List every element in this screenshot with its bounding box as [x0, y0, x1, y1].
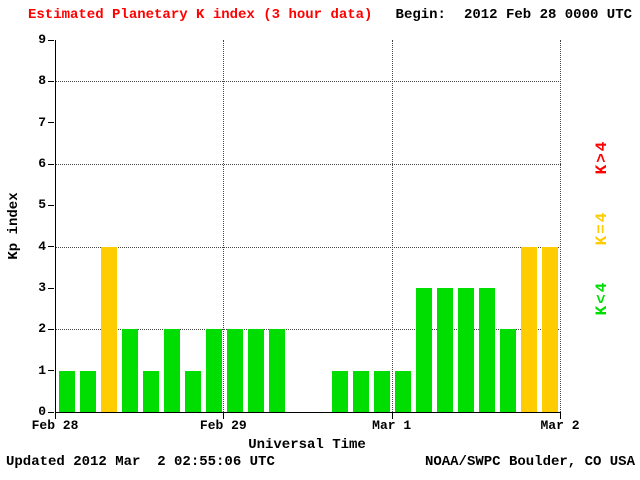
gridline-y-4 [56, 246, 561, 248]
source-credit: NOAA/SWPC Boulder, CO USA [424, 454, 635, 470]
kp-bar [395, 370, 412, 412]
y-tick-mark [48, 370, 54, 372]
x-tick-label: Mar 1 [372, 418, 412, 433]
x-tick-mark [391, 413, 393, 419]
y-tick-label: 8 [38, 73, 46, 89]
kp-bar [226, 329, 243, 412]
y-tick-label: 3 [38, 280, 46, 295]
y-tick-mark [48, 411, 54, 413]
kp-bar [268, 329, 285, 412]
kp-bar [184, 370, 201, 412]
kp-bar [500, 329, 517, 412]
plot-area [55, 40, 561, 413]
kp-bar [374, 370, 391, 412]
gridline-y-6 [56, 164, 561, 165]
updated-timestamp: Updated 2012 Mar 2 02:55:06 UTC [6, 454, 275, 470]
x-tick-label: Mar 2 [540, 418, 580, 433]
kp-bar [163, 329, 180, 412]
kp-bar [542, 246, 559, 412]
kp-bar [205, 329, 222, 412]
x-tick-label: Feb 28 [31, 418, 79, 433]
y-tick-label: 1 [38, 362, 46, 378]
y-tick-mark [48, 287, 54, 289]
kp-bar [247, 329, 264, 412]
y-tick-mark [48, 122, 54, 124]
legend-k-equal-4: K=4 [593, 210, 611, 246]
kp-bar [121, 329, 138, 412]
kp-bar [353, 370, 370, 412]
y-tick-mark [48, 246, 54, 248]
kp-bar [437, 288, 454, 412]
legend-k-below-4: K<4 [593, 280, 611, 316]
gridline-day-boundary-1 [223, 40, 225, 412]
kp-bar [416, 288, 433, 412]
y-tick-label: 5 [38, 197, 46, 213]
kp-bar [479, 288, 496, 412]
kp-bar [521, 246, 538, 412]
y-tick-label: 4 [38, 238, 46, 254]
kp-bar [142, 370, 159, 412]
begin-timestamp: Begin: 2012 Feb 28 0000 UTC [396, 7, 632, 23]
gridline-day-boundary-2 [391, 40, 393, 412]
legend-k-above-4: K>4 [593, 139, 611, 175]
y-tick-mark [48, 39, 54, 41]
gridline-y-8 [56, 81, 561, 83]
kp-bar [79, 370, 96, 412]
y-tick-mark [48, 80, 54, 82]
y-tick-mark [48, 328, 54, 330]
x-tick-mark [560, 413, 561, 419]
y-tick-label: 9 [38, 32, 46, 47]
y-tick-mark [48, 163, 54, 165]
kp-bar [100, 246, 117, 412]
begin-label: Begin: [395, 7, 446, 23]
x-tick-label: Feb 29 [199, 418, 247, 433]
y-tick-label: 6 [38, 156, 46, 171]
y-tick-label: 2 [38, 321, 46, 337]
x-axis-label: Universal Time [248, 437, 366, 453]
y-tick-label: 7 [38, 114, 46, 130]
chart-title: Estimated Planetary K index (3 hour data… [28, 7, 373, 23]
kp-bar [458, 288, 475, 412]
y-tick-label: 0 [38, 404, 46, 419]
gridline-y-2 [56, 329, 561, 331]
x-tick-mark [55, 413, 56, 419]
y-tick-mark [48, 204, 54, 206]
kp-bar [332, 370, 349, 412]
begin-value: 2012 Feb 28 0000 UTC [463, 7, 632, 23]
gridline-day-boundary-3 [560, 40, 561, 412]
kp-bar [58, 370, 75, 412]
x-tick-mark [223, 413, 225, 419]
